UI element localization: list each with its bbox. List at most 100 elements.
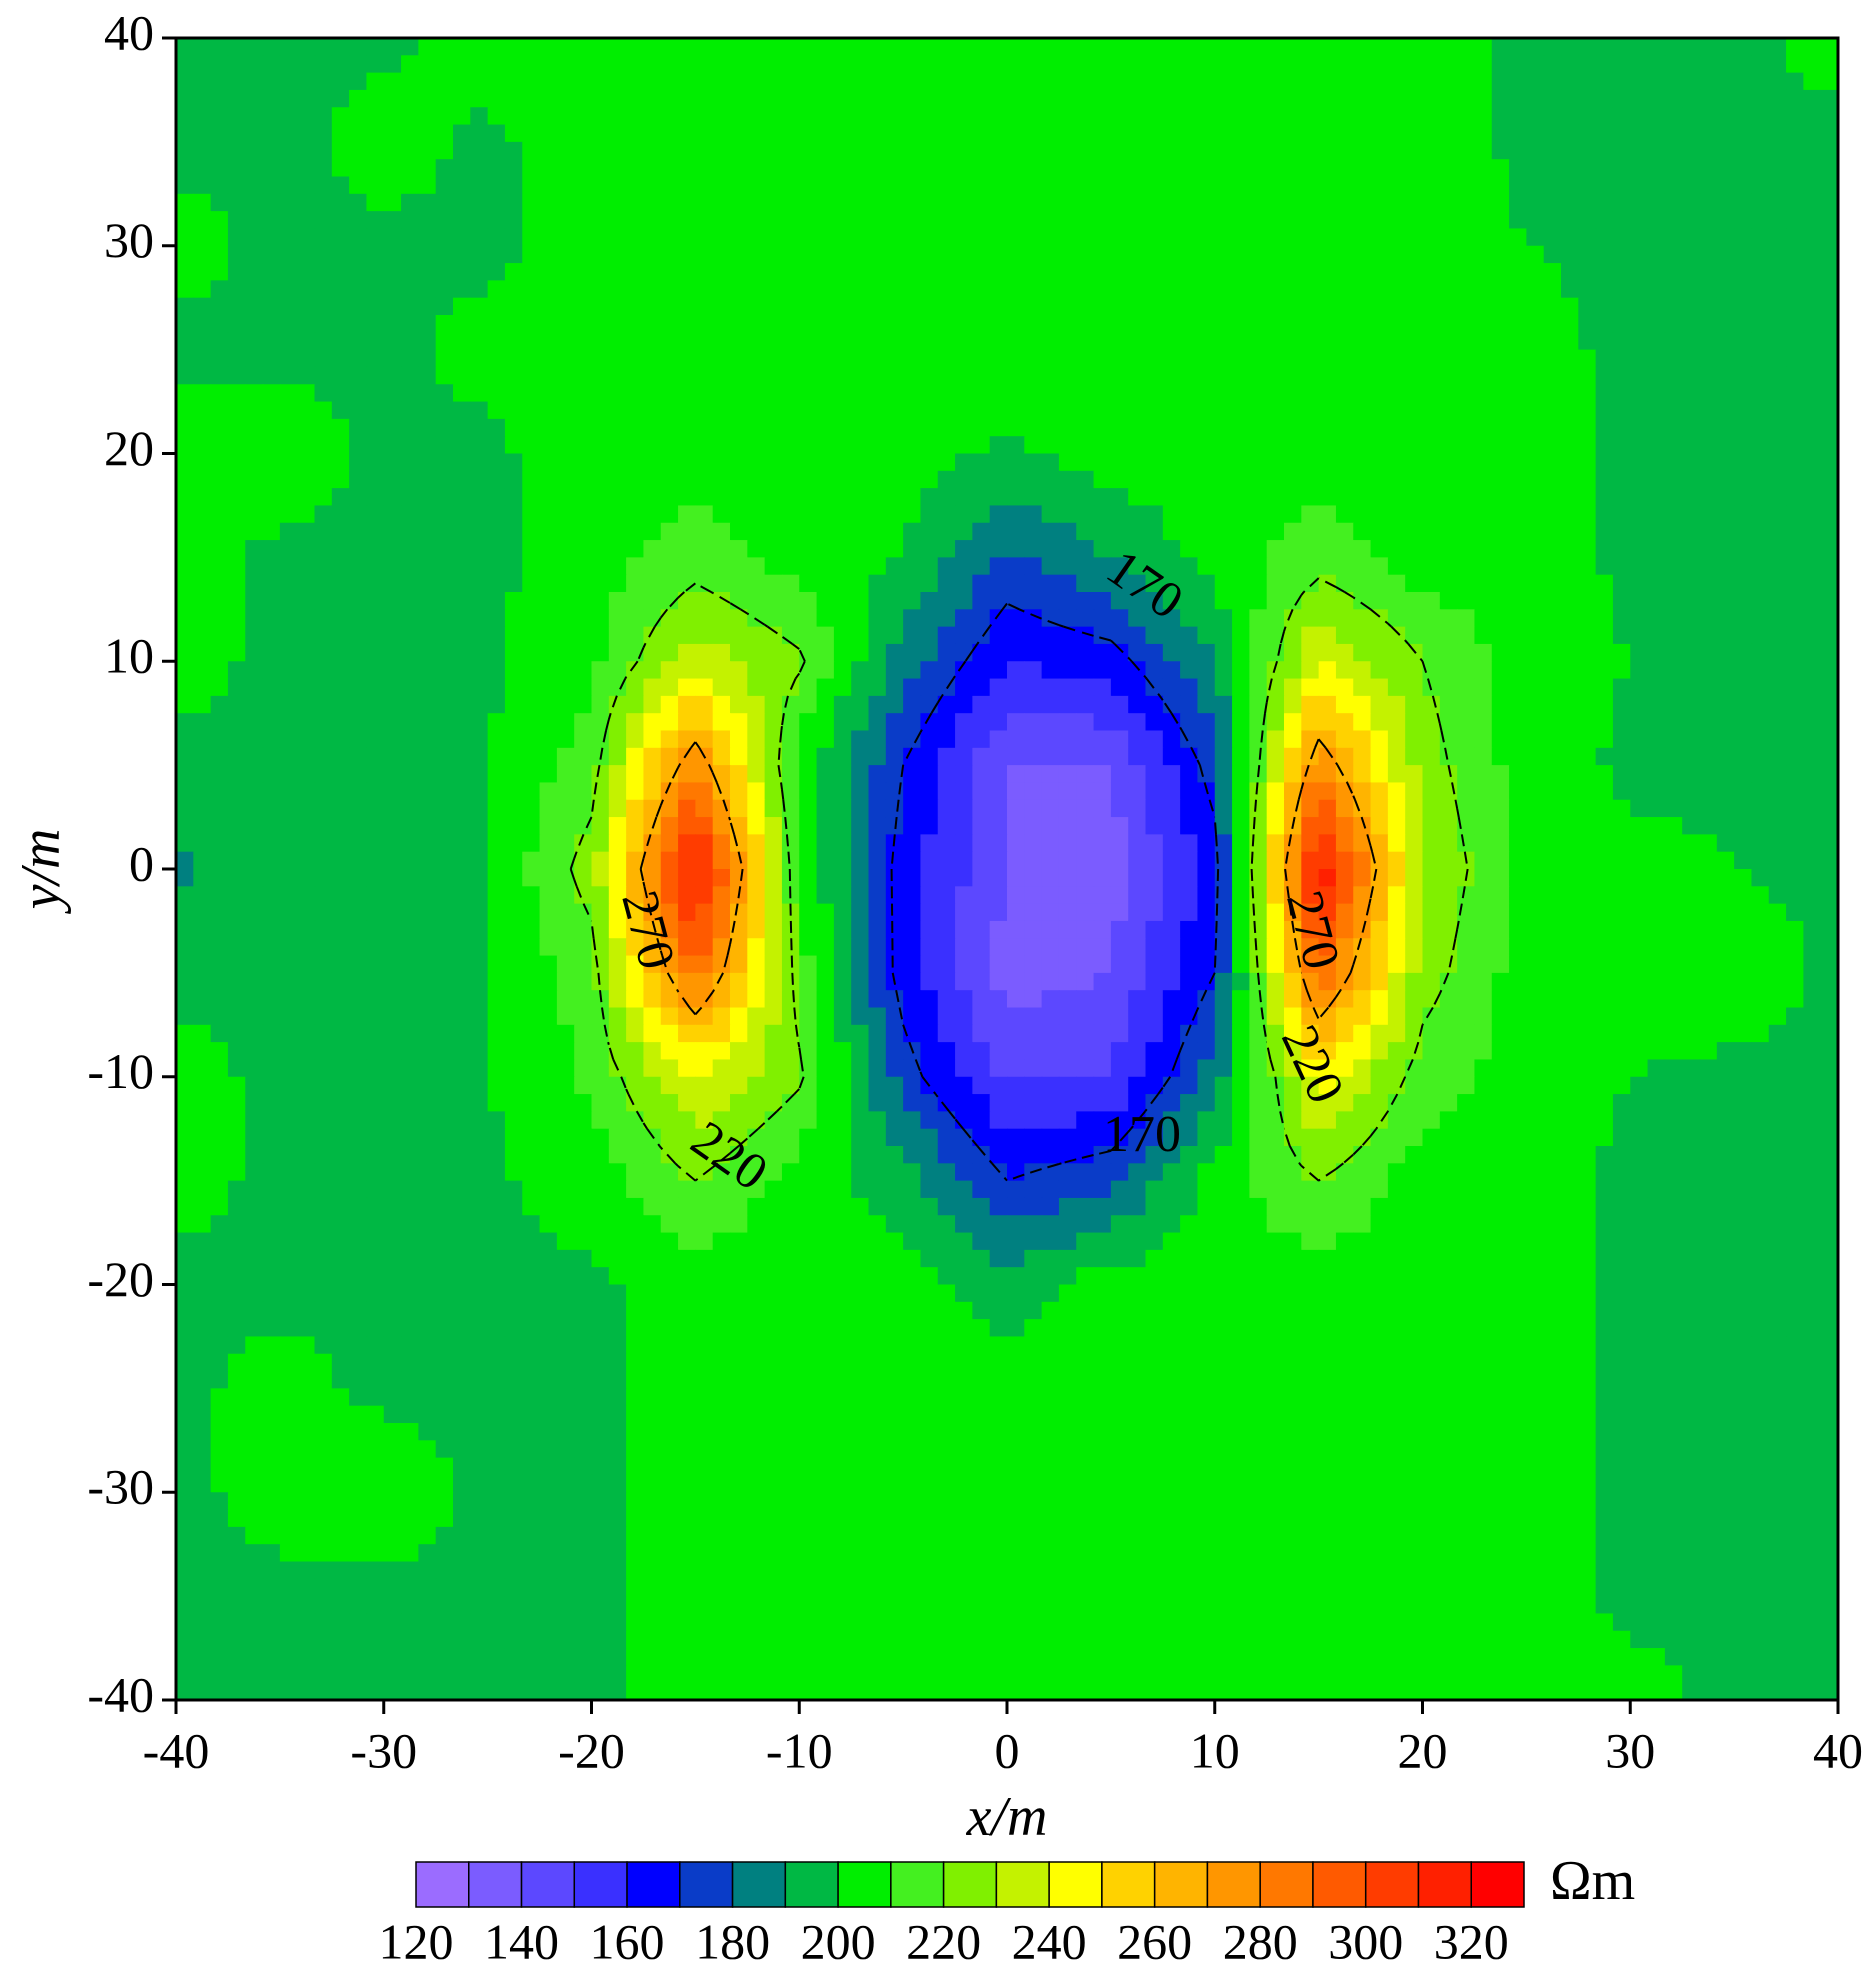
field-cell (626, 886, 645, 905)
field-cell (1716, 263, 1735, 281)
field-cell (1682, 661, 1701, 680)
field-cell (314, 678, 333, 697)
field-cell (1110, 920, 1129, 939)
field-cell (453, 124, 471, 143)
field-cell (349, 401, 368, 420)
field-cell (868, 574, 887, 593)
field-cell (1370, 817, 1389, 835)
field-cell (747, 263, 766, 281)
field-cell (1249, 89, 1268, 108)
field-cell (1353, 55, 1372, 74)
field-cell (1509, 315, 1527, 333)
field-cell (1682, 643, 1701, 662)
field-cell (504, 176, 523, 195)
field-cell (1439, 747, 1458, 766)
field-cell (1543, 38, 1562, 56)
field-cell (1353, 522, 1372, 541)
field-cell (608, 799, 627, 818)
field-cell (539, 540, 558, 558)
field-cell (1405, 522, 1424, 541)
field-cell (556, 297, 575, 316)
field-cell (1734, 851, 1753, 870)
field-cell (1249, 799, 1268, 818)
field-cell (1716, 782, 1735, 801)
field-cell (487, 869, 506, 887)
field-cell (1232, 38, 1250, 56)
field-cell (903, 107, 922, 126)
field-cell (1284, 38, 1302, 56)
field-cell (1457, 349, 1476, 368)
field-cell (851, 782, 870, 801)
field-cell (1578, 730, 1597, 749)
field-cell (522, 765, 541, 784)
field-cell (245, 436, 264, 455)
field-cell (781, 540, 800, 558)
field-cell (1768, 799, 1787, 818)
field-cell (678, 159, 696, 178)
field-cell (418, 436, 437, 455)
field-cell (972, 418, 991, 437)
field-cell (1526, 730, 1545, 749)
field-cell (1214, 401, 1233, 420)
field-cell (608, 626, 627, 645)
field-cell (747, 401, 766, 420)
field-cell (1128, 263, 1147, 281)
field-cell (712, 488, 731, 507)
field-cell (885, 678, 904, 697)
field-cell (314, 557, 333, 576)
field-cell (885, 72, 904, 91)
field-cell (608, 851, 627, 870)
field-cell (1422, 851, 1441, 870)
field-cell (1093, 540, 1112, 558)
field-cell (1249, 107, 1268, 126)
field-cell (556, 765, 575, 784)
field-cell (1301, 574, 1320, 593)
field-cell (1387, 817, 1406, 835)
field-cell (1630, 765, 1649, 784)
field-cell (504, 817, 523, 835)
field-cell (678, 626, 696, 645)
field-cell (833, 592, 852, 610)
field-cell (1335, 540, 1354, 558)
field-cell (245, 505, 264, 524)
field-cell (1716, 540, 1735, 558)
field-cell (626, 332, 645, 351)
field-cell (1647, 643, 1666, 662)
field-cell (1716, 574, 1735, 593)
field-cell (1595, 817, 1614, 835)
field-cell (1751, 695, 1770, 714)
field-cell (1093, 522, 1112, 541)
field-cell (1595, 55, 1614, 74)
field-cell (1578, 436, 1597, 455)
field-cell (522, 245, 541, 264)
field-cell (747, 592, 766, 610)
field-cell (695, 920, 714, 939)
field-cell (1612, 817, 1631, 835)
field-cell (1370, 661, 1389, 680)
field-cell (989, 366, 1008, 385)
field-cell (937, 557, 956, 576)
field-cell (1474, 349, 1493, 368)
field-cell (1716, 505, 1735, 524)
field-cell (1786, 505, 1804, 524)
field-cell (1474, 920, 1493, 939)
field-cell (1526, 263, 1545, 281)
field-cell (1474, 557, 1493, 576)
field-cell (1664, 661, 1683, 680)
field-cell (989, 401, 1008, 420)
field-cell (1370, 920, 1389, 939)
field-cell (1284, 799, 1302, 818)
field-cell (1284, 522, 1302, 541)
field-cell (401, 55, 419, 74)
field-cell (522, 211, 541, 230)
field-cell (730, 557, 748, 576)
field-cell (349, 263, 368, 281)
field-cell (747, 124, 766, 143)
field-cell (1682, 886, 1701, 905)
field-cell (1232, 193, 1250, 212)
field-cell (1266, 176, 1285, 195)
field-cell (608, 176, 627, 195)
field-cell (539, 592, 558, 610)
field-cell (1232, 730, 1250, 749)
field-cell (349, 609, 368, 628)
